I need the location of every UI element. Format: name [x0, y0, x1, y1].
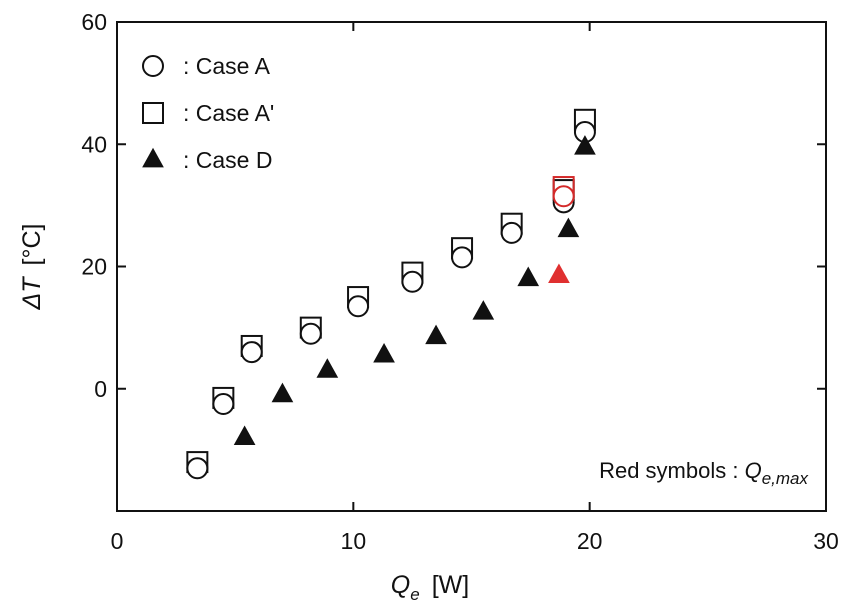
- data-point-triangle: [233, 425, 256, 445]
- data-point-triangle: [425, 324, 447, 345]
- data-point-circle: [451, 246, 474, 269]
- data-point-triangle: [472, 300, 495, 320]
- legend-label: : Case A': [183, 100, 274, 126]
- annotation: Red symbols : Qe,max: [599, 458, 808, 488]
- y-tick-label: 40: [81, 131, 107, 157]
- data-point-circle: [299, 322, 322, 345]
- plot-frame: [116, 21, 827, 512]
- data-point-circle: [212, 393, 235, 416]
- data-point-triangle: [557, 217, 580, 238]
- data-point-triangle: [574, 135, 596, 155]
- data-point-triangle: [316, 358, 339, 378]
- data-point-triangle: [271, 382, 294, 403]
- data-point-triangle: [517, 266, 540, 287]
- y-axis-title: ΔT[°C]: [18, 224, 46, 311]
- y-tick-label: 0: [94, 376, 107, 402]
- legend-label: : Case A: [183, 53, 271, 79]
- data-point-circle: [500, 221, 523, 244]
- legend-marker-triangle: [142, 147, 164, 168]
- x-axis-title: Qe [W]: [391, 571, 469, 604]
- x-tick-label: 10: [341, 528, 367, 554]
- data-markers: [186, 108, 596, 480]
- x-tick-label: 20: [577, 528, 603, 554]
- axes: 0 10 20 30 0 20 40 60 Qe [W] ΔT[°C]: [18, 9, 839, 604]
- x-tick-label: 30: [813, 528, 839, 554]
- x-tick-label: 0: [111, 528, 124, 554]
- data-point-triangle: [373, 342, 395, 363]
- legend-label: : Case D: [183, 147, 272, 173]
- data-point-circle: [401, 270, 424, 293]
- legend: : Case A : Case A' : Case D: [142, 53, 274, 173]
- y-tick-label: 20: [81, 254, 107, 280]
- legend-marker-circle: [142, 55, 164, 77]
- data-point-circle: [186, 457, 209, 480]
- y-tick-label: 60: [81, 9, 107, 35]
- max-point-circle: [552, 185, 575, 208]
- qemax-note: Red symbols : Qe,max: [599, 458, 808, 488]
- data-point-circle: [347, 295, 370, 318]
- max-point-triangle: [548, 263, 570, 284]
- data-point-circle: [240, 341, 263, 364]
- legend-marker-square: [142, 102, 164, 124]
